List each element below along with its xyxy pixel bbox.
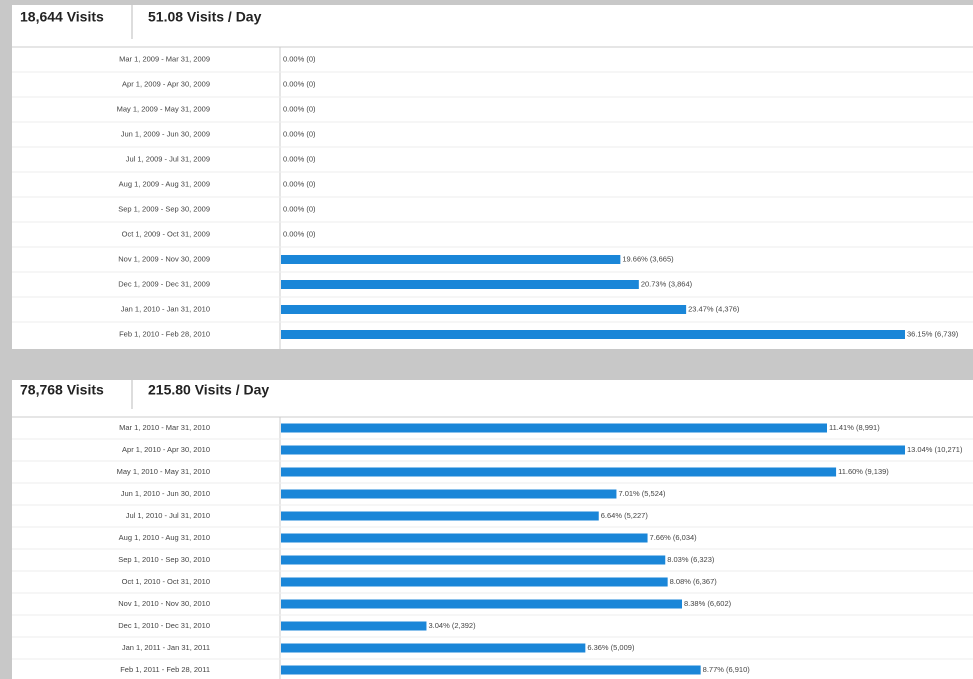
date-range: Oct 1, 2009 - Oct 31, 2009	[122, 229, 210, 238]
value-label: 0.00% (0)	[283, 154, 316, 163]
date-range: Oct 1, 2010 - Oct 31, 2010	[122, 577, 210, 586]
date-range: Jul 1, 2010 - Jul 31, 2010	[126, 511, 210, 520]
value-label: 7.66% (6,034)	[650, 533, 698, 542]
value-label: 19.66% (3,665)	[622, 254, 674, 263]
date-range: Dec 1, 2010 - Dec 31, 2010	[118, 621, 210, 630]
bar	[281, 577, 668, 587]
visits-per-day: 215.80 Visits / Day	[148, 382, 269, 398]
total-visits: 78,768 Visits	[20, 382, 104, 398]
date-range: Mar 1, 2010 - Mar 31, 2010	[119, 423, 210, 432]
value-label: 11.41% (8,991)	[829, 423, 880, 432]
value-label: 0.00% (0)	[283, 79, 316, 88]
date-range: Sep 1, 2010 - Sep 30, 2010	[118, 555, 210, 564]
value-label: 3.04% (2,392)	[428, 621, 476, 630]
bar	[281, 255, 621, 264]
value-label: 0.00% (0)	[283, 204, 316, 213]
date-range: Jun 1, 2009 - Jun 30, 2009	[121, 129, 210, 138]
value-label: 6.64% (5,227)	[601, 511, 649, 520]
value-label: 23.47% (4,376)	[688, 304, 740, 313]
total-visits: 18,644 Visits	[20, 9, 104, 25]
date-range: Dec 1, 2009 - Dec 31, 2009	[118, 279, 210, 288]
bar	[281, 423, 827, 433]
visits-per-day: 51.08 Visits / Day	[148, 9, 262, 25]
value-label: 0.00% (0)	[283, 54, 316, 63]
date-range: Feb 1, 2011 - Feb 28, 2011	[120, 665, 210, 674]
value-label: 0.00% (0)	[283, 129, 316, 138]
bar	[281, 599, 683, 609]
bar	[281, 621, 427, 631]
bar	[281, 467, 837, 477]
value-label: 11.60% (9,139)	[838, 467, 889, 476]
value-label: 13.04% (10,271)	[907, 445, 963, 454]
value-label: 8.38% (6,602)	[684, 599, 732, 608]
value-label: 7.01% (5,524)	[618, 489, 666, 498]
value-label: 6.36% (5,009)	[587, 643, 635, 652]
date-range: Feb 1, 2010 - Feb 28, 2010	[119, 329, 210, 338]
date-range: May 1, 2010 - May 31, 2010	[117, 467, 210, 476]
date-range: Nov 1, 2009 - Nov 30, 2009	[118, 254, 210, 263]
date-range: Jun 1, 2010 - Jun 30, 2010	[121, 489, 210, 498]
value-label: 0.00% (0)	[283, 179, 316, 188]
bar	[281, 555, 666, 565]
date-range: Jul 1, 2009 - Jul 31, 2009	[126, 154, 210, 163]
value-label: 8.03% (6,323)	[667, 555, 715, 564]
bar	[281, 511, 599, 521]
value-label: 8.08% (6,367)	[670, 577, 718, 586]
value-label: 36.15% (6,739)	[907, 329, 959, 338]
bar	[281, 330, 905, 339]
value-label: 0.00% (0)	[283, 104, 316, 113]
date-range: Jan 1, 2011 - Jan 31, 2011	[122, 643, 210, 652]
date-range: May 1, 2009 - May 31, 2009	[117, 104, 210, 113]
bar	[281, 280, 639, 289]
date-range: Mar 1, 2009 - Mar 31, 2009	[119, 54, 210, 63]
bar	[281, 665, 701, 675]
bar	[281, 305, 687, 314]
date-range: Apr 1, 2010 - Apr 30, 2010	[122, 445, 210, 454]
date-range: Aug 1, 2010 - Aug 31, 2010	[119, 533, 210, 542]
date-range: Aug 1, 2009 - Aug 31, 2009	[119, 179, 210, 188]
bar	[281, 533, 648, 543]
bar	[281, 643, 586, 653]
date-range: Apr 1, 2009 - Apr 30, 2009	[122, 79, 210, 88]
value-label: 20.73% (3,864)	[641, 279, 693, 288]
value-label: 0.00% (0)	[283, 229, 316, 238]
panel	[12, 5, 973, 349]
bar	[281, 489, 617, 499]
date-range: Sep 1, 2009 - Sep 30, 2009	[118, 204, 210, 213]
value-label: 8.77% (6,910)	[703, 665, 751, 674]
date-range: Jan 1, 2010 - Jan 31, 2010	[121, 304, 210, 313]
bar	[281, 445, 905, 455]
date-range: Nov 1, 2010 - Nov 30, 2010	[118, 599, 210, 608]
